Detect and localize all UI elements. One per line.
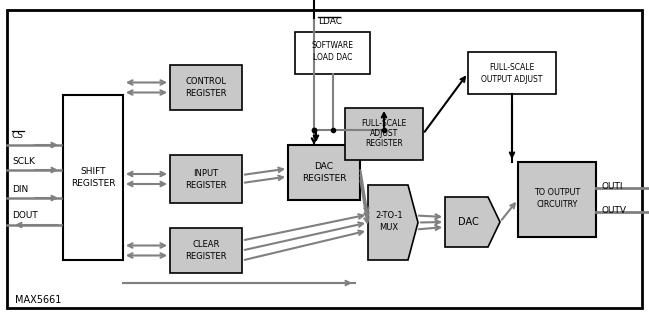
Text: DOUT: DOUT [12, 211, 38, 220]
Text: CONTROL: CONTROL [186, 77, 227, 86]
Bar [345, 108, 423, 160]
Text: FULL-SCALE: FULL-SCALE [489, 63, 535, 72]
Polygon shape [445, 197, 500, 247]
Text: LOAD DAC: LOAD DAC [313, 52, 352, 61]
Bar [170, 228, 242, 273]
Text: REGISTER: REGISTER [71, 179, 116, 188]
Text: MAX5661: MAX5661 [15, 295, 62, 305]
Bar [170, 155, 242, 203]
Text: DAC: DAC [458, 217, 479, 227]
Text: SOFTWARE: SOFTWARE [312, 42, 354, 51]
Text: LDAC: LDAC [318, 17, 342, 26]
Bar [288, 145, 360, 200]
Text: MUX: MUX [380, 223, 398, 232]
Text: SCLK: SCLK [12, 156, 35, 165]
Bar [295, 32, 370, 74]
Text: REGISTER: REGISTER [185, 181, 227, 190]
Text: INPUT: INPUT [193, 169, 219, 177]
Text: DIN: DIN [12, 184, 29, 193]
Text: 2-TO-1: 2-TO-1 [375, 211, 403, 220]
Text: REGISTER: REGISTER [365, 140, 403, 149]
Text: OUTI: OUTI [601, 182, 622, 191]
Text: OUTPUT ADJUST: OUTPUT ADJUST [482, 74, 543, 84]
Bar [63, 95, 123, 260]
Bar [170, 65, 242, 110]
Bar [468, 52, 556, 94]
Text: REGISTER: REGISTER [185, 252, 227, 261]
Text: SHIFT: SHIFT [80, 167, 106, 176]
Text: REGISTER: REGISTER [185, 89, 227, 98]
Text: FULL-SCALE: FULL-SCALE [361, 120, 407, 128]
Text: CIRCUITRY: CIRCUITRY [536, 200, 578, 209]
Text: CS: CS [12, 132, 24, 141]
Text: REGISTER: REGISTER [302, 174, 347, 183]
Text: OUTV: OUTV [601, 206, 626, 215]
Polygon shape [368, 185, 418, 260]
Bar [518, 162, 596, 237]
Text: CLEAR: CLEAR [192, 240, 220, 249]
Text: TO OUTPUT: TO OUTPUT [534, 188, 580, 197]
Text: DAC: DAC [315, 162, 334, 171]
Text: ADJUST: ADJUST [370, 129, 398, 139]
